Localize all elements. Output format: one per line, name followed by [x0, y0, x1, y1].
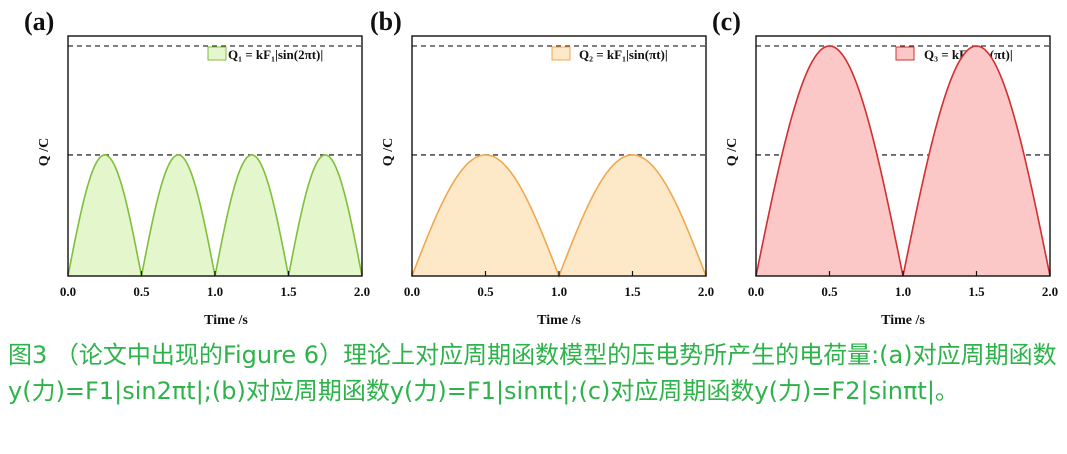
x-tick-label: 1.0 — [207, 284, 223, 299]
y-axis-title: Q /C — [37, 138, 52, 166]
x-tick-label: 2.0 — [698, 284, 714, 299]
legend-label: Q₁ = kF₁|sin(2πt)| — [228, 47, 323, 62]
panel-label: (b) — [370, 7, 402, 36]
panel-a: (a) Time /s Q /C Q₁ = kF₁|sin(2πt)| 0.0 0… — [24, 7, 370, 328]
series-area — [756, 46, 1050, 276]
legend-swatch — [551, 46, 571, 61]
y-axis-title: Q /C — [381, 138, 396, 166]
x-tick-label: 1.0 — [551, 284, 567, 299]
x-tick-label: 0.5 — [821, 284, 838, 299]
series-area — [68, 154, 362, 276]
x-axis-title: Time /s — [204, 313, 248, 328]
panel-b: (b) Time /s Q /C Q₂ = kF₁|sin(πt)| 0.0 0.… — [370, 7, 714, 328]
x-tick-label: 0.0 — [60, 284, 76, 299]
x-tick-label: 1.5 — [280, 284, 297, 299]
series-area — [412, 154, 706, 276]
panel-label: (a) — [24, 7, 54, 36]
legend-label: Q₂ = kF₁|sin(πt)| — [579, 47, 668, 62]
x-tick-label: 2.0 — [354, 284, 370, 299]
x-tick-label: 0.0 — [748, 284, 764, 299]
x-tick-label: 1.5 — [968, 284, 985, 299]
panel-label: (c) — [712, 7, 741, 36]
x-tick-label: 1.0 — [895, 284, 911, 299]
figure: (a) Time /s Q /C Q₁ = kF₁|sin(2πt)| 0.0 0… — [24, 7, 1058, 328]
x-axis-title: Time /s — [537, 313, 581, 328]
figure-caption: 图3 （论文中出现的Figure 6）理论上对应周期函数模型的压电势所产生的电荷… — [8, 341, 1057, 405]
x-tick-label: 2.0 — [1042, 284, 1058, 299]
x-tick-label: 0.5 — [477, 284, 494, 299]
legend-swatch — [895, 46, 915, 61]
x-axis-title: Time /s — [881, 313, 925, 328]
x-tick-label: 0.0 — [404, 284, 420, 299]
x-tick-label: 1.5 — [624, 284, 641, 299]
x-tick-label: 0.5 — [133, 284, 150, 299]
panel-c: (c) Time /s Q /C Q₃ = kF₂|sin(πt)| 0.00.… — [712, 7, 1058, 328]
y-axis-title: Q /C — [725, 138, 740, 166]
legend-swatch — [207, 46, 227, 61]
